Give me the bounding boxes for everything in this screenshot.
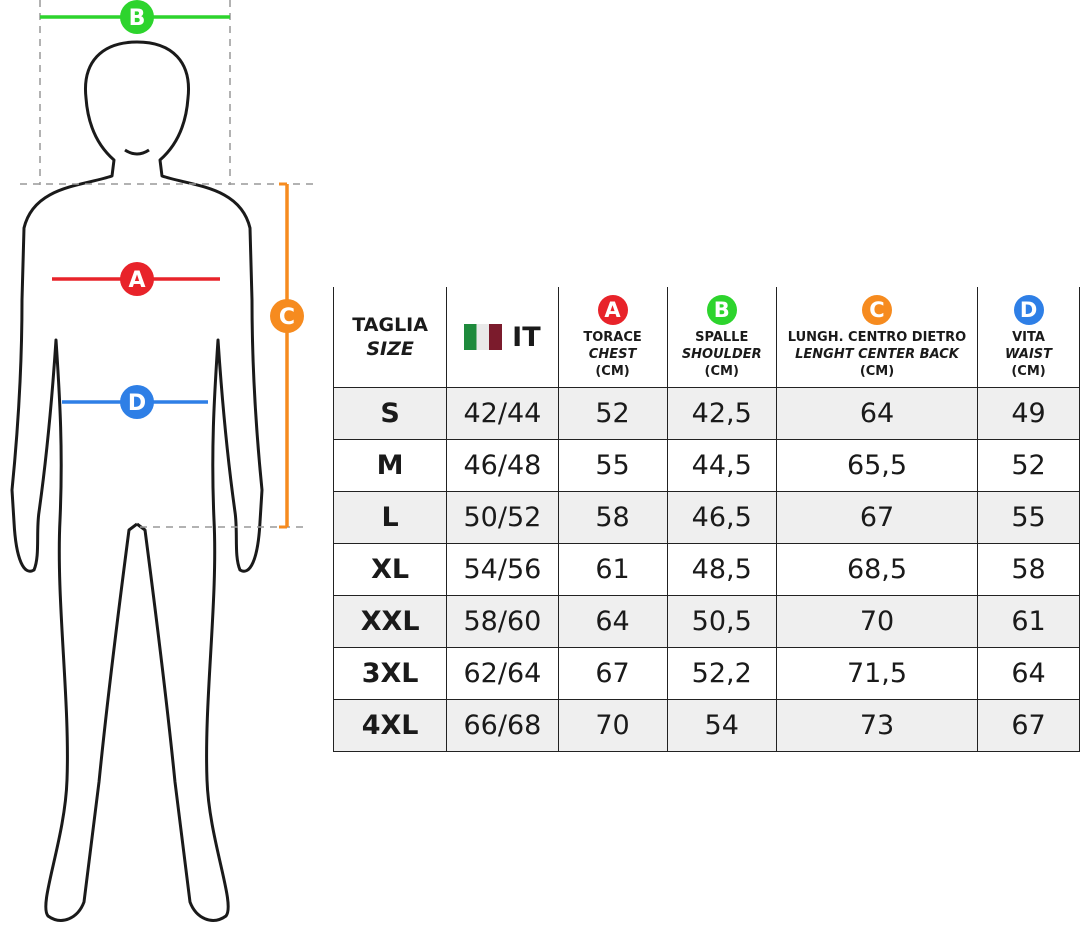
table-cell: L xyxy=(332,491,448,544)
marker-letter: A xyxy=(128,268,145,293)
table-cell: 68,5 xyxy=(775,543,979,596)
marker-letter: B xyxy=(129,6,146,31)
flag-icon xyxy=(464,323,503,350)
table-cell: 58 xyxy=(557,491,668,544)
table-cell: 64 xyxy=(775,387,979,440)
size-row: XL 54/56 61 48,5 68,5 58 xyxy=(332,543,1080,596)
marker-circle xyxy=(270,299,304,333)
size-row: XXL 58/60 64 50,5 70 61 xyxy=(332,595,1080,648)
size-row: L 50/52 58 46,5 67 55 xyxy=(332,491,1080,544)
header-label: TAGLIA xyxy=(352,314,428,336)
marker-circle xyxy=(120,262,154,296)
table-cell: XXL xyxy=(332,595,448,648)
header-unit: (CM) xyxy=(704,363,739,379)
table-cell: 71,5 xyxy=(775,647,979,700)
table-cell: 64 xyxy=(977,647,1080,700)
table-cell: 46,5 xyxy=(666,491,777,544)
table-cell: 46/48 xyxy=(446,439,559,492)
table-cell: 61 xyxy=(977,595,1080,648)
table-cell: 70 xyxy=(557,699,668,752)
header-cell: D VITA WAIST (CM) xyxy=(977,287,1080,388)
guide-lines xyxy=(20,0,318,528)
table-cell: 48,5 xyxy=(666,543,777,596)
header-row: TAGLIA SIZE IT A TORACE CHEST (CM) B SPALLE SHOUL… xyxy=(332,287,1080,388)
table-cell: 3XL xyxy=(332,647,448,700)
header-marker: B xyxy=(706,294,737,325)
header-cell: C LUNGH. CENTRO DIETRO LENGHT CENTER BACK(… xyxy=(775,287,979,388)
table-cell: 58/60 xyxy=(446,595,559,648)
header-sublabel: SHOULDER xyxy=(681,346,762,362)
header-label: IT xyxy=(512,321,541,353)
table-cell: 55 xyxy=(977,491,1080,544)
table-cell: M xyxy=(332,439,448,492)
header-label: SPALLE xyxy=(695,329,749,345)
table-cell: 58 xyxy=(977,543,1080,596)
table-cell: 54 xyxy=(666,699,777,752)
marker-circle xyxy=(120,385,154,419)
table-cell: 4XL xyxy=(332,699,448,752)
header-sublabel: CHEST xyxy=(588,346,637,362)
table-cell: XL xyxy=(332,543,448,596)
table-cell: 42,5 xyxy=(666,387,777,440)
header-marker: A xyxy=(597,294,628,325)
size-table: TAGLIA SIZE IT A TORACE CHEST (CM) B SPALLE SHOUL… xyxy=(332,287,1080,752)
table-cell: 52,2 xyxy=(666,647,777,700)
table-cell: 54/56 xyxy=(446,543,559,596)
table-cell: 55 xyxy=(557,439,668,492)
header-unit: (CM) xyxy=(595,363,630,379)
header-sublabel: LENGHT CENTER BACK xyxy=(795,346,959,362)
table-cell: 50,5 xyxy=(666,595,777,648)
size-row: M 46/48 55 44,5 65,5 52 xyxy=(332,439,1080,492)
header-cell: IT xyxy=(446,287,559,388)
marker-circle xyxy=(120,0,154,34)
table-cell: 67 xyxy=(557,647,668,700)
header-label: VITA xyxy=(1012,329,1045,345)
header-marker: C xyxy=(862,294,892,325)
table-cell: 42/44 xyxy=(446,387,559,440)
table-cell: 67 xyxy=(977,699,1080,752)
header-cell: A TORACE CHEST (CM) xyxy=(557,287,668,388)
body-figure: A B C D xyxy=(10,0,318,922)
table-cell: 61 xyxy=(557,543,668,596)
size-row: 4XL 66/68 70 54 73 67 xyxy=(332,699,1080,752)
table-cell: 73 xyxy=(775,699,979,752)
table-cell: 70 xyxy=(775,595,979,648)
marker-letter: D xyxy=(128,391,146,416)
silhouette xyxy=(10,40,264,922)
table-cell: 44,5 xyxy=(666,439,777,492)
size-row: S 42/44 52 42,5 64 49 xyxy=(332,387,1080,440)
header-unit: (CM) xyxy=(1011,363,1046,379)
table-cell: 49 xyxy=(977,387,1080,440)
header-sublabel: SIZE xyxy=(366,338,414,360)
header-cell: B SPALLE SHOULDER (CM) xyxy=(666,287,777,388)
header-label: LUNGH. CENTRO DIETRO xyxy=(787,329,967,345)
table-cell: 66/68 xyxy=(446,699,559,752)
table-cell: 62/64 xyxy=(446,647,559,700)
table-cell: 65,5 xyxy=(775,439,979,492)
table-cell: 64 xyxy=(557,595,668,648)
table-cell: 50/52 xyxy=(446,491,559,544)
table-cell: 52 xyxy=(977,439,1080,492)
header-label: TORACE xyxy=(583,329,642,345)
header-sublabel: WAIST xyxy=(1005,346,1053,362)
marker-letter: C xyxy=(279,305,295,330)
header-unit: (CM) xyxy=(859,363,895,379)
table-cell: 52 xyxy=(557,387,668,440)
table-cell: 67 xyxy=(775,491,979,544)
table-cell: S xyxy=(332,387,448,440)
size-row: 3XL 62/64 67 52,2 71,5 64 xyxy=(332,647,1080,700)
header-cell: TAGLIA SIZE xyxy=(332,287,448,388)
header-marker: D xyxy=(1013,294,1044,325)
